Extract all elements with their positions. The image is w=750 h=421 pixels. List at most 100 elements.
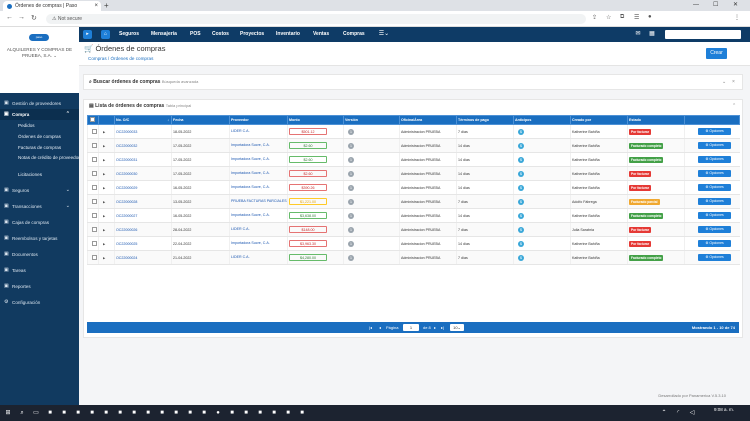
version-badge[interactable]: 1 bbox=[348, 142, 354, 149]
oc-link[interactable]: OC22000033 bbox=[116, 129, 138, 134]
page-size-select[interactable]: 10⌄ bbox=[450, 324, 464, 331]
reload-icon[interactable]: ↻ bbox=[31, 15, 37, 22]
options-button[interactable]: ⚙ Opciones bbox=[698, 226, 731, 233]
info-icon[interactable]: $ bbox=[518, 128, 524, 135]
first-page-icon[interactable]: |◂ bbox=[369, 325, 373, 330]
volume-icon[interactable]: ◁ bbox=[689, 410, 695, 416]
oc-link[interactable]: OC22000030 bbox=[116, 171, 138, 176]
app-icon[interactable]: ■ bbox=[146, 410, 150, 416]
app-icon[interactable]: ■ bbox=[160, 410, 164, 416]
close-tab-icon[interactable]: × bbox=[94, 3, 98, 9]
app-icon[interactable]: ■ bbox=[90, 410, 94, 416]
menu-compras[interactable]: Compras bbox=[343, 31, 365, 37]
search-icon[interactable]: ⌕ bbox=[20, 410, 24, 416]
info-icon[interactable]: $ bbox=[518, 198, 524, 205]
create-button[interactable]: Crear bbox=[706, 48, 727, 59]
collapse-icon[interactable]: ⌄ bbox=[722, 79, 727, 85]
minimize-icon[interactable]: — bbox=[693, 2, 699, 8]
reading-list-icon[interactable]: ☰ bbox=[634, 15, 640, 21]
row-checkbox[interactable] bbox=[92, 156, 97, 162]
chrome-icon[interactable]: ● bbox=[216, 410, 220, 416]
extensions-icon[interactable]: ⧉ bbox=[620, 14, 625, 20]
info-icon[interactable]: $ bbox=[518, 156, 524, 163]
column-header-oficina[interactable]: Oficina/Área bbox=[399, 115, 457, 125]
app-icon[interactable]: ■ bbox=[286, 410, 290, 416]
row-checkbox[interactable] bbox=[92, 226, 97, 232]
app-icon[interactable]: ■ bbox=[230, 410, 234, 416]
options-button[interactable]: ⚙ Opciones bbox=[698, 212, 731, 219]
next-page-icon[interactable]: ▸ bbox=[434, 325, 437, 330]
options-button[interactable]: ⚙ Opciones bbox=[698, 170, 731, 177]
oc-number[interactable]: OC22000029 bbox=[114, 180, 172, 195]
info-icon[interactable]: $ bbox=[518, 254, 524, 261]
info-icon[interactable]: $ bbox=[518, 142, 524, 149]
proveedor-link[interactable]: Importadora Sucre, C.A. bbox=[231, 185, 270, 190]
expand-row-icon[interactable]: ▶ bbox=[103, 213, 106, 218]
sidebar-item-seguros[interactable]: ▣ Seguros ⌄ bbox=[0, 185, 79, 196]
app-icon[interactable]: ■ bbox=[202, 410, 206, 416]
column-header-monto[interactable]: Monto bbox=[287, 115, 344, 125]
back-icon[interactable]: ← bbox=[6, 14, 13, 21]
sidebar-item-configuracion[interactable]: ⚙ Configuración bbox=[0, 297, 79, 308]
app-icon[interactable]: ■ bbox=[258, 410, 262, 416]
browser-tab[interactable]: Órdenes de compras | Paso × bbox=[3, 1, 101, 11]
column-header-version[interactable]: Versión bbox=[343, 115, 400, 125]
sidebar-item-cajas[interactable]: ▣ Cajas de compras bbox=[0, 217, 79, 228]
sidebar-sub-facturas[interactable]: Facturas de compras bbox=[18, 145, 62, 150]
row-checkbox[interactable] bbox=[92, 254, 97, 260]
app-icon[interactable]: ■ bbox=[300, 410, 304, 416]
oc-link[interactable]: OC22000031 bbox=[116, 157, 138, 162]
proveedor-link[interactable]: LIDER C.A. bbox=[231, 255, 250, 260]
close-icon[interactable]: × bbox=[732, 79, 735, 85]
sidebar-toggle-icon[interactable]: ▸ bbox=[83, 30, 92, 39]
close-window-icon[interactable]: ✕ bbox=[733, 2, 739, 8]
company-selector[interactable]: ALQUILERES Y COMPRAS DE PRUEBA, S.A. ⌄ bbox=[6, 47, 73, 58]
version-badge[interactable]: 1 bbox=[348, 184, 354, 191]
oc-link[interactable]: OC22000025 bbox=[116, 241, 138, 246]
more-menu-icon[interactable]: ☰⌄ bbox=[378, 31, 390, 37]
oc-link[interactable]: OC22000026 bbox=[116, 227, 138, 232]
expand-row-icon[interactable]: ▶ bbox=[103, 129, 106, 134]
oc-number[interactable]: OC22000024 bbox=[114, 250, 172, 265]
menu-mensajeria[interactable]: Mensajería bbox=[151, 31, 177, 37]
info-icon[interactable]: $ bbox=[518, 240, 524, 247]
sort-icon[interactable]: ↓ bbox=[167, 118, 169, 122]
oc-number[interactable]: OC22000028 bbox=[114, 194, 172, 209]
clock[interactable]: 9:08 a. m. bbox=[714, 407, 734, 413]
version-badge[interactable]: 1 bbox=[348, 198, 354, 205]
column-header-terminos[interactable]: Términos de pago bbox=[456, 115, 514, 125]
url-field[interactable]: ⚠ Not secure bbox=[46, 14, 586, 24]
sidebar-item-transacciones[interactable]: ▣ Transacciones ⌄ bbox=[0, 201, 79, 212]
proveedor-link[interactable]: Importadora Sucre, C.A. bbox=[231, 157, 270, 162]
new-tab-button[interactable]: + bbox=[104, 1, 109, 10]
app-icon[interactable]: ■ bbox=[118, 410, 122, 416]
star-icon[interactable]: ☆ bbox=[606, 15, 612, 21]
expand-row-icon[interactable]: ▶ bbox=[103, 199, 106, 204]
menu-costos[interactable]: Costos bbox=[212, 31, 229, 37]
menu-pos[interactable]: POS bbox=[190, 31, 201, 37]
maximize-icon[interactable]: ☐ bbox=[713, 2, 719, 8]
row-checkbox[interactable] bbox=[92, 212, 97, 218]
select-all-checkbox[interactable] bbox=[90, 117, 95, 122]
expand-row-icon[interactable]: ▶ bbox=[103, 255, 106, 260]
menu-inventario[interactable]: Inventario bbox=[276, 31, 300, 37]
version-badge[interactable]: 1 bbox=[348, 170, 354, 177]
oc-number[interactable]: OC22000031 bbox=[114, 152, 172, 167]
proveedor-link[interactable]: Importadora Sucre, C.A. bbox=[231, 213, 270, 218]
menu-proyectos[interactable]: Proyectos bbox=[240, 31, 265, 37]
windows-start-icon[interactable]: ⊞ bbox=[5, 410, 11, 416]
collapse-icon[interactable]: ⌃ bbox=[732, 103, 737, 109]
options-button[interactable]: ⚙ Opciones bbox=[698, 128, 731, 135]
forward-icon[interactable]: → bbox=[18, 14, 25, 21]
oc-number[interactable]: OC22000025 bbox=[114, 236, 172, 251]
expand-row-icon[interactable]: ▶ bbox=[103, 227, 106, 232]
row-checkbox[interactable] bbox=[92, 184, 97, 190]
oc-link[interactable]: OC22000029 bbox=[116, 185, 138, 190]
sidebar-sub-ordenes[interactable]: Órdenes de compras bbox=[18, 134, 61, 139]
breadcrumb[interactable]: Compras / Órdenes de compras bbox=[88, 56, 154, 61]
menu-seguros[interactable]: Seguros bbox=[119, 31, 140, 37]
version-badge[interactable]: 1 bbox=[348, 226, 354, 233]
column-header-anticipos[interactable]: Anticipos bbox=[513, 115, 571, 125]
version-badge[interactable]: 1 bbox=[348, 128, 354, 135]
oc-number[interactable]: OC22000026 bbox=[114, 222, 172, 237]
